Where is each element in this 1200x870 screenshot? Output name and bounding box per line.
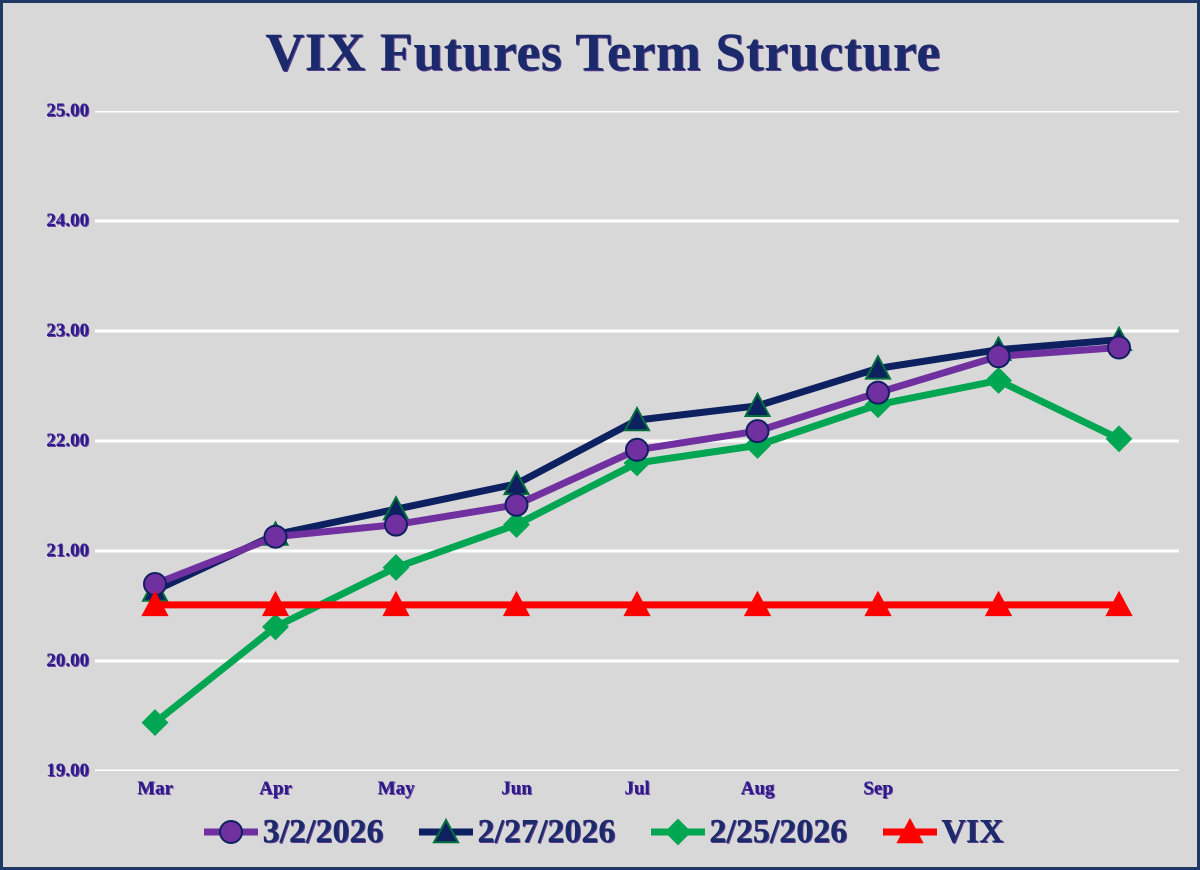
triangle-marker [1105,590,1133,617]
y-axis-tick-label: 19.00 [46,760,89,781]
y-axis-tick-label: 23.00 [46,320,89,341]
y-axis-tick-label: 25.00 [46,100,89,121]
y-axis-tick-label: 20.00 [46,650,89,671]
triangle-marker [623,405,651,432]
legend-swatch [651,818,706,846]
circle-marker [219,820,244,844]
triangle-marker [432,817,461,844]
series-layer [141,325,1133,737]
y-axis-tick-label: 24.00 [46,210,89,231]
plot-area [95,111,1179,771]
diamond-marker [382,554,410,581]
diamond-marker [664,818,692,846]
triangle-marker [864,590,892,617]
triangle-marker [261,590,290,617]
triangle-marker [623,590,651,617]
circle-marker [625,437,649,462]
circle-marker [866,380,890,405]
circle-marker [384,512,408,537]
triangle-marker [743,391,772,417]
y-axis-tick-label: 22.00 [46,430,89,451]
x-axis: Mar Apr May Jun Jul Aug Sep [95,778,1179,808]
triangle-marker [896,817,924,844]
x-axis-tick-label: May [377,778,415,799]
legend-swatch [204,820,259,844]
diamond-marker [503,511,530,539]
chart-legend: 3/2/2026 2/27/2026 2/25/2026 VIX [3,813,1197,850]
diamond-marker [141,709,169,737]
triangle-marker [141,590,169,617]
page-title: VIX Futures Term Structure [265,22,941,82]
plot-svg [95,111,1179,771]
triangle-marker [743,590,772,617]
legend-item-label: 2/25/2026 [709,813,848,850]
circle-marker [986,344,1011,369]
circle-marker [504,492,529,517]
triangle-marker [382,590,410,617]
legend-item[interactable]: 2/25/2026 [649,815,847,849]
series-3-2-2026 [143,335,1131,596]
series-VIX [141,590,1133,617]
circle-marker [745,419,770,444]
triangle-marker [864,354,892,380]
legend-item-label: 3/2/2026 [262,813,384,850]
circle-marker [263,524,288,549]
legend-item-label: 2/27/2026 [477,813,616,850]
circle-marker [1107,335,1131,360]
legend-item-label: VIX [941,813,1004,850]
y-axis: 25.00 24.00 23.00 22.00 21.00 20.00 19.00 [3,3,89,867]
legend-swatch [419,817,474,844]
diamond-marker [262,613,289,641]
x-axis-tick-label: Apr [259,778,292,799]
diamond-marker [1105,425,1133,453]
x-axis-tick-label: Aug [740,778,775,799]
legend-item[interactable]: 2/27/2026 [417,815,615,849]
triangle-marker [984,590,1013,617]
x-axis-tick-label: Sep [863,778,893,799]
legend-item[interactable]: 3/2/2026 [202,815,383,849]
triangle-marker [502,590,531,617]
x-axis-tick-label: Mar [137,778,173,799]
y-axis-tick-label: 21.00 [46,540,89,561]
x-axis-tick-label: Jun [501,778,532,799]
legend-item[interactable]: VIX [881,813,1004,850]
x-axis-tick-label: Jul [624,778,650,799]
diamond-marker [985,367,1012,394]
legend-swatch [883,817,938,844]
